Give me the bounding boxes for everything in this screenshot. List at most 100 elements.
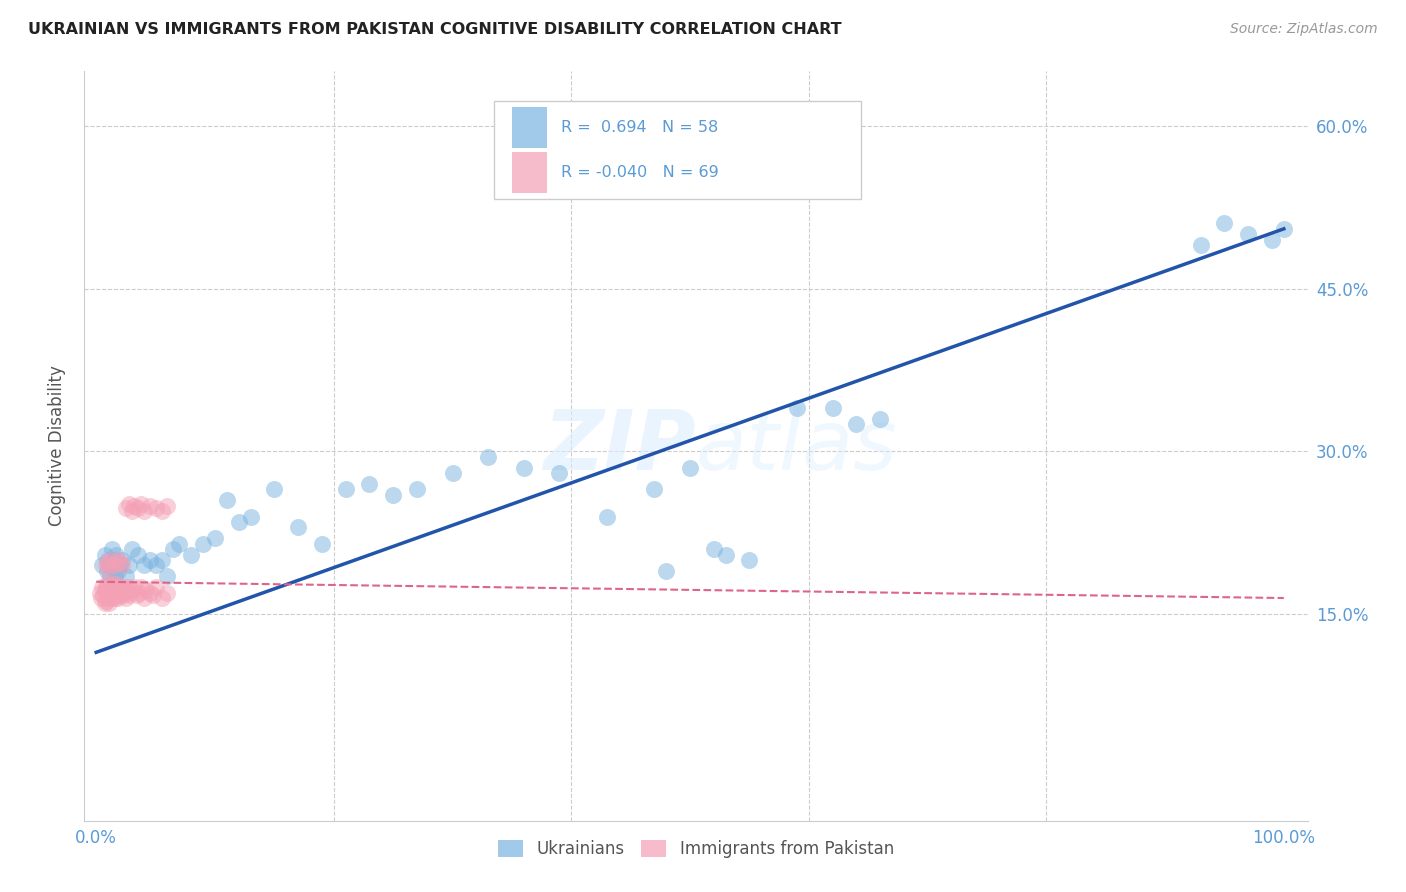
Point [105, 585, 128, 599]
Point [548, 466, 571, 480]
Point [98, 597, 121, 611]
Point [93, 583, 115, 598]
Point [122, 499, 145, 513]
Point [132, 558, 155, 573]
Point [93, 597, 115, 611]
Point [103, 580, 125, 594]
Point [287, 520, 309, 534]
Point [121, 583, 143, 598]
Point [477, 450, 499, 464]
Text: ZIP: ZIP [543, 406, 696, 486]
Point [714, 548, 737, 562]
Point [156, 569, 179, 583]
Point [150, 504, 173, 518]
Point [107, 553, 129, 567]
Point [138, 553, 160, 567]
Point [132, 504, 155, 518]
Point [228, 515, 250, 529]
Point [117, 580, 139, 594]
Point [150, 591, 173, 605]
Text: R = -0.040   N = 69: R = -0.040 N = 69 [561, 165, 718, 180]
Point [821, 401, 844, 415]
Bar [513, 107, 547, 148]
Point [180, 548, 202, 562]
Point [100, 591, 122, 605]
Point [127, 500, 149, 515]
Point [108, 555, 131, 569]
Point [643, 483, 665, 497]
Point [204, 531, 226, 545]
Point [90, 591, 112, 605]
Point [145, 500, 167, 515]
Point [96, 577, 118, 591]
Point [96, 555, 118, 569]
Point [107, 591, 129, 605]
Point [96, 564, 118, 578]
Point [1261, 233, 1284, 247]
Point [406, 483, 429, 497]
Point [104, 591, 127, 605]
Point [145, 558, 167, 573]
Point [128, 585, 150, 599]
Point [135, 583, 157, 598]
Point [110, 585, 132, 599]
Point [104, 583, 127, 598]
Point [94, 558, 117, 573]
Point [100, 553, 122, 567]
Point [441, 466, 464, 480]
Point [97, 591, 120, 605]
Point [118, 497, 141, 511]
Point [596, 509, 619, 524]
Point [122, 580, 145, 594]
Point [108, 583, 131, 598]
Point [89, 585, 111, 599]
Point [1237, 227, 1260, 242]
Point [103, 588, 125, 602]
Point [115, 585, 138, 599]
Text: R =  0.694   N = 58: R = 0.694 N = 58 [561, 120, 718, 135]
Point [121, 542, 143, 557]
Legend: Ukrainians, Immigrants from Pakistan: Ukrainians, Immigrants from Pakistan [492, 833, 900, 864]
Point [96, 588, 118, 602]
Point [97, 553, 120, 567]
Point [145, 580, 167, 594]
Point [101, 558, 124, 573]
Point [91, 558, 114, 573]
Point [382, 488, 405, 502]
Point [115, 569, 138, 583]
Point [191, 537, 214, 551]
Point [93, 588, 115, 602]
Point [105, 548, 128, 562]
Point [1272, 222, 1295, 236]
Point [112, 580, 135, 594]
Point [132, 591, 155, 605]
Point [94, 594, 117, 608]
Point [101, 577, 124, 591]
Point [111, 553, 134, 567]
Point [114, 583, 136, 598]
Point [703, 542, 725, 557]
Y-axis label: Cognitive Disability: Cognitive Disability [48, 366, 66, 526]
Point [215, 493, 238, 508]
Point [91, 580, 114, 594]
Point [786, 401, 808, 415]
Point [111, 558, 134, 573]
Bar [513, 152, 547, 193]
Point [150, 553, 173, 567]
Point [239, 509, 262, 524]
Point [111, 588, 134, 602]
Point [138, 499, 160, 513]
Point [156, 499, 179, 513]
Point [118, 588, 141, 602]
Point [655, 564, 678, 578]
Text: Source: ZipAtlas.com: Source: ZipAtlas.com [1230, 22, 1378, 37]
Point [311, 537, 333, 551]
Point [1213, 216, 1236, 230]
Point [103, 553, 125, 567]
Point [131, 497, 153, 511]
Point [127, 548, 149, 562]
Point [97, 562, 120, 576]
Point [101, 585, 124, 599]
Point [100, 588, 122, 602]
FancyBboxPatch shape [494, 102, 860, 199]
